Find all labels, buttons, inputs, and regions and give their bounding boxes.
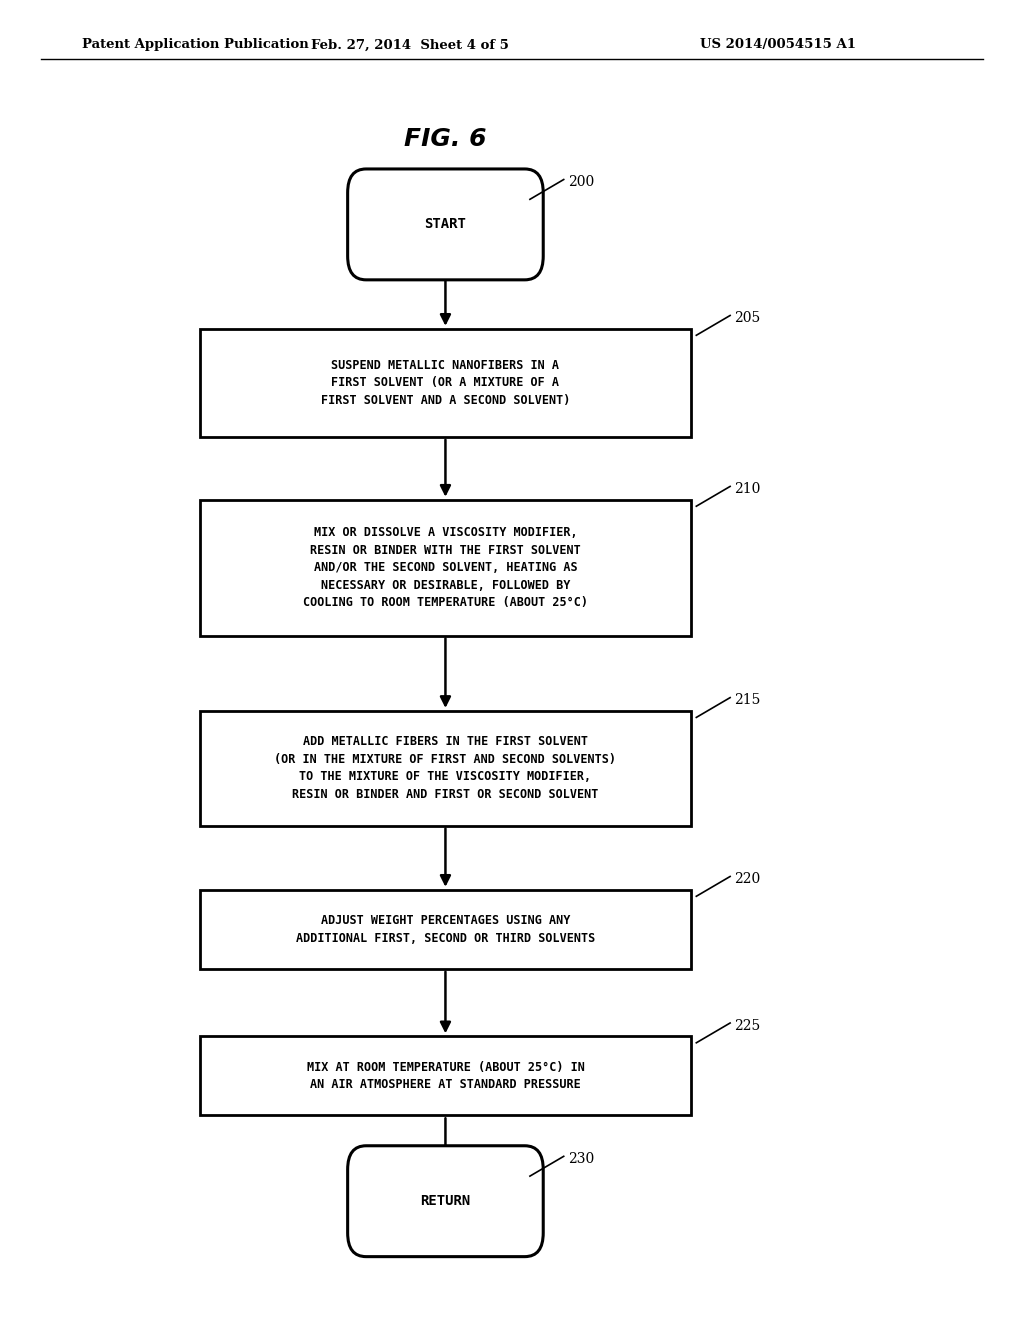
FancyBboxPatch shape — [347, 1146, 543, 1257]
Text: 205: 205 — [734, 312, 761, 325]
Text: MIX OR DISSOLVE A VISCOSITY MODIFIER,
RESIN OR BINDER WITH THE FIRST SOLVENT
AND: MIX OR DISSOLVE A VISCOSITY MODIFIER, RE… — [303, 527, 588, 609]
Text: 220: 220 — [734, 873, 761, 886]
Text: ADJUST WEIGHT PERCENTAGES USING ANY
ADDITIONAL FIRST, SECOND OR THIRD SOLVENTS: ADJUST WEIGHT PERCENTAGES USING ANY ADDI… — [296, 913, 595, 945]
Text: Patent Application Publication: Patent Application Publication — [82, 38, 308, 51]
Text: 200: 200 — [567, 176, 594, 189]
Text: 230: 230 — [567, 1152, 594, 1166]
Text: START: START — [425, 218, 466, 231]
FancyBboxPatch shape — [347, 169, 543, 280]
Bar — [200, 710, 691, 826]
Text: MIX AT ROOM TEMPERATURE (ABOUT 25°C) IN
AN AIR ATMOSPHERE AT STANDARD PRESSURE: MIX AT ROOM TEMPERATURE (ABOUT 25°C) IN … — [306, 1060, 585, 1092]
Bar — [200, 329, 691, 437]
Text: 210: 210 — [734, 482, 761, 496]
Bar — [200, 890, 691, 969]
Text: Feb. 27, 2014  Sheet 4 of 5: Feb. 27, 2014 Sheet 4 of 5 — [310, 38, 509, 51]
Bar — [200, 1036, 691, 1115]
Text: 225: 225 — [734, 1019, 761, 1032]
Bar — [200, 500, 691, 636]
Text: 215: 215 — [734, 693, 761, 708]
Text: FIG. 6: FIG. 6 — [404, 127, 486, 150]
Text: US 2014/0054515 A1: US 2014/0054515 A1 — [700, 38, 856, 51]
Text: ADD METALLIC FIBERS IN THE FIRST SOLVENT
(OR IN THE MIXTURE OF FIRST AND SECOND : ADD METALLIC FIBERS IN THE FIRST SOLVENT… — [274, 735, 616, 801]
Text: SUSPEND METALLIC NANOFIBERS IN A
FIRST SOLVENT (OR A MIXTURE OF A
FIRST SOLVENT : SUSPEND METALLIC NANOFIBERS IN A FIRST S… — [321, 359, 570, 407]
Text: RETURN: RETURN — [420, 1195, 471, 1208]
